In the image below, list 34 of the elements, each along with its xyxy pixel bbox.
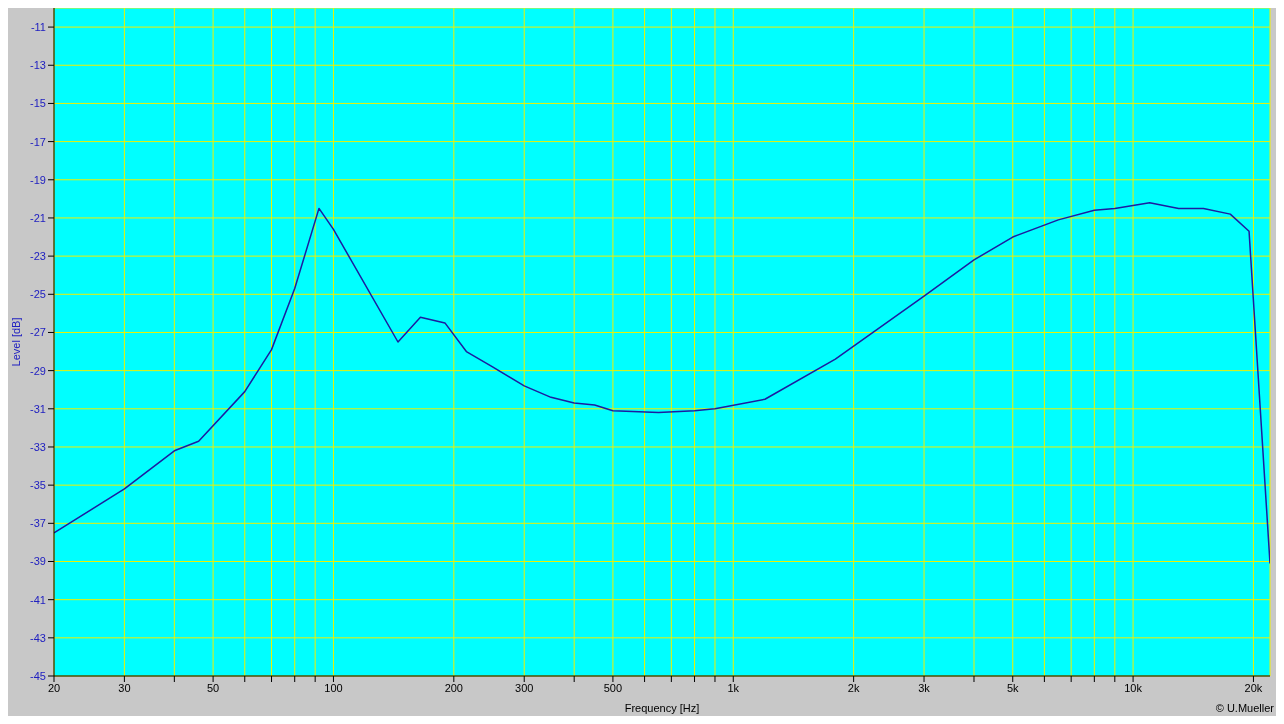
x-tick-label: 100 xyxy=(324,681,343,694)
y-tick-label: -11 xyxy=(30,20,46,33)
y-tick-label: -31 xyxy=(30,402,46,415)
y-tick-label: -21 xyxy=(30,211,46,224)
y-tick-label: -33 xyxy=(30,440,46,453)
y-tick-label: -41 xyxy=(30,593,46,606)
x-tick-label: 20k xyxy=(1244,681,1263,694)
x-tick-label: 3k xyxy=(918,681,931,694)
y-tick-label: -39 xyxy=(30,555,46,568)
x-tick-label: 20 xyxy=(47,681,61,694)
y-tick-label: -19 xyxy=(30,173,46,186)
y-tick-label: -15 xyxy=(30,97,46,110)
y-tick-label: -43 xyxy=(30,631,46,644)
text: © U.Mueller xyxy=(1215,702,1274,714)
y-tick-label: -13 xyxy=(30,59,46,72)
x-tick-label: 300 xyxy=(515,681,534,694)
x-tick-label: 10k xyxy=(1124,681,1143,694)
y-tick-label: -23 xyxy=(30,250,46,263)
x-tick-label: 500 xyxy=(603,681,623,694)
y-tick-label: -37 xyxy=(30,517,46,530)
x-tick-label: 50 xyxy=(206,681,220,694)
y-tick-label: -27 xyxy=(30,326,46,339)
y-tick-label: -25 xyxy=(30,288,46,301)
y-tick-label: -45 xyxy=(30,669,46,682)
x-tick-label: 2k xyxy=(847,681,860,694)
x-tick-label: 1k xyxy=(727,681,740,694)
y-tick-label: -29 xyxy=(30,364,46,377)
x-tick-label: 30 xyxy=(118,681,131,694)
x-tick-label: 5k xyxy=(1006,681,1020,694)
y-tick-label: -35 xyxy=(30,479,46,492)
x-axis-title: Frequency [Hz] xyxy=(624,702,700,714)
y-axis-title: Level [dB] xyxy=(9,317,22,367)
y-tick-label: -17 xyxy=(30,135,46,148)
x-tick-label: 200 xyxy=(444,681,463,694)
